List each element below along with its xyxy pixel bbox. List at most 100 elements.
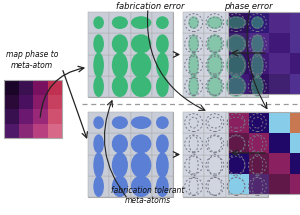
Bar (4, 109, 19, 123)
Ellipse shape (112, 116, 128, 129)
Bar (130, 76, 152, 97)
Bar (248, 153, 269, 174)
Ellipse shape (131, 134, 151, 154)
Bar (204, 76, 226, 97)
Bar (4, 80, 62, 138)
Bar (226, 133, 247, 155)
Ellipse shape (131, 176, 151, 197)
Ellipse shape (93, 152, 104, 178)
Bar (228, 32, 248, 53)
Bar (247, 33, 268, 54)
Bar (248, 112, 269, 132)
Ellipse shape (207, 52, 223, 78)
Bar (204, 33, 226, 54)
Bar (248, 132, 269, 153)
Bar (204, 155, 226, 176)
Bar (228, 132, 248, 153)
Bar (183, 133, 204, 155)
Bar (226, 54, 247, 76)
Ellipse shape (156, 152, 169, 178)
Bar (183, 12, 204, 33)
Bar (247, 133, 268, 155)
Ellipse shape (131, 76, 151, 97)
Bar (47, 95, 62, 109)
Bar (204, 112, 226, 133)
Ellipse shape (226, 76, 246, 97)
Bar (109, 133, 130, 155)
Bar (290, 74, 300, 94)
Bar (183, 12, 268, 97)
Bar (130, 12, 152, 33)
Bar (228, 112, 248, 132)
Bar (19, 95, 33, 109)
Bar (290, 32, 300, 53)
Bar (290, 112, 300, 132)
Bar (88, 155, 109, 176)
Bar (47, 123, 62, 138)
Bar (269, 174, 290, 194)
Bar (4, 80, 19, 95)
Bar (130, 155, 152, 176)
Bar (247, 76, 268, 97)
Text: phase error: phase error (224, 2, 272, 11)
Ellipse shape (131, 16, 151, 29)
Bar (19, 109, 33, 123)
Bar (183, 176, 204, 197)
Bar (4, 95, 19, 109)
Ellipse shape (156, 16, 169, 29)
Bar (47, 80, 62, 95)
Bar (269, 112, 290, 132)
Bar (226, 176, 247, 197)
Ellipse shape (156, 52, 169, 78)
Ellipse shape (131, 152, 151, 178)
Bar (109, 33, 130, 54)
Bar (88, 176, 109, 197)
Bar (130, 54, 152, 76)
Bar (88, 33, 109, 54)
Bar (130, 33, 152, 54)
Bar (183, 112, 204, 133)
Bar (228, 174, 248, 194)
Bar (269, 53, 290, 74)
Ellipse shape (251, 34, 264, 54)
Bar (152, 155, 173, 176)
Bar (88, 133, 109, 155)
Bar (183, 76, 204, 97)
Ellipse shape (188, 52, 199, 78)
Ellipse shape (112, 176, 128, 197)
Text: map phase to
meta-atom: map phase to meta-atom (6, 50, 58, 70)
Bar (228, 112, 300, 194)
Ellipse shape (188, 76, 199, 97)
Bar (183, 33, 204, 54)
Bar (88, 12, 173, 97)
Bar (226, 76, 247, 97)
Bar (152, 133, 173, 155)
Bar (152, 176, 173, 197)
Bar (152, 54, 173, 76)
Bar (130, 133, 152, 155)
Bar (183, 54, 204, 76)
Bar (4, 123, 19, 138)
Ellipse shape (93, 176, 104, 197)
Bar (226, 112, 247, 133)
Bar (247, 155, 268, 176)
Ellipse shape (207, 16, 223, 29)
Bar (88, 76, 109, 97)
Bar (290, 12, 300, 32)
Bar (269, 32, 290, 53)
Ellipse shape (251, 16, 264, 29)
Ellipse shape (93, 34, 104, 54)
Ellipse shape (156, 34, 169, 54)
Ellipse shape (112, 152, 128, 178)
Bar (33, 80, 47, 95)
Bar (204, 176, 226, 197)
Ellipse shape (207, 76, 223, 97)
Ellipse shape (112, 76, 128, 97)
Bar (269, 153, 290, 174)
Bar (88, 112, 109, 133)
Bar (228, 153, 248, 174)
Bar (109, 112, 130, 133)
Ellipse shape (188, 16, 199, 29)
Text: fabrication tolerant
meta-atoms: fabrication tolerant meta-atoms (111, 186, 185, 205)
Bar (152, 76, 173, 97)
